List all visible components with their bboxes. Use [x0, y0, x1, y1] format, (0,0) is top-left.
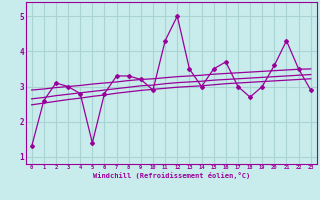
X-axis label: Windchill (Refroidissement éolien,°C): Windchill (Refroidissement éolien,°C) — [92, 172, 250, 179]
